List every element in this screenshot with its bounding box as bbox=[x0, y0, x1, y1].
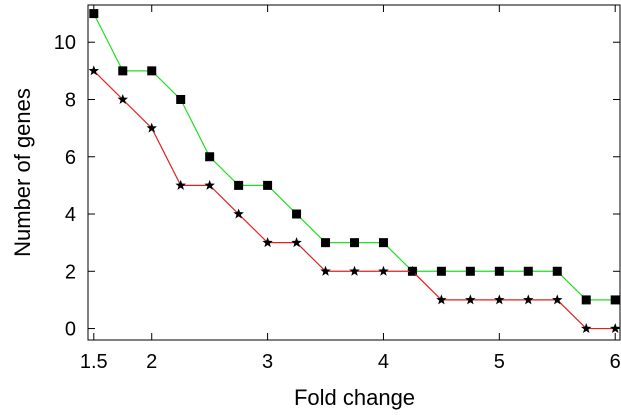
data-point-square bbox=[610, 295, 620, 305]
series-line-2 bbox=[93, 70, 616, 330]
series-line-1 bbox=[93, 13, 616, 301]
data-point-star bbox=[175, 179, 186, 190]
data-point-star bbox=[320, 265, 331, 276]
data-point-star bbox=[146, 122, 157, 133]
data-point-square bbox=[465, 266, 475, 276]
plot-frame bbox=[87, 4, 621, 341]
data-point-square bbox=[494, 266, 504, 276]
y-tick-label: 2 bbox=[65, 261, 76, 283]
x-tick-label: 4 bbox=[378, 351, 389, 373]
data-point-square bbox=[118, 66, 128, 76]
data-point-star bbox=[233, 208, 244, 219]
x-tick-label: 2 bbox=[146, 351, 157, 373]
x-tick-label: 5 bbox=[494, 351, 505, 373]
data-point-star bbox=[465, 294, 476, 305]
data-point-star bbox=[349, 265, 360, 276]
data-point-star bbox=[262, 237, 273, 248]
x-tick-label: 3 bbox=[262, 351, 273, 373]
data-point-star bbox=[407, 265, 418, 276]
data-point-square bbox=[523, 266, 533, 276]
data-point-square bbox=[263, 180, 273, 190]
y-tick-label: 6 bbox=[65, 147, 76, 169]
data-point-square bbox=[205, 152, 215, 162]
data-point-square bbox=[292, 209, 302, 219]
data-point-star bbox=[523, 294, 534, 305]
data-point-star bbox=[552, 294, 563, 305]
y-tick-label: 10 bbox=[54, 32, 76, 54]
x-axis-label: Fold change bbox=[294, 385, 415, 410]
data-point-square bbox=[378, 238, 388, 248]
data-point-star bbox=[88, 65, 100, 76]
data-point-square bbox=[234, 180, 244, 190]
x-tick-label: 6 bbox=[610, 351, 621, 373]
data-point-star bbox=[581, 323, 592, 333]
data-point-star bbox=[117, 93, 128, 104]
data-point-square bbox=[176, 94, 186, 104]
y-tick-label: 8 bbox=[65, 89, 76, 111]
data-point-star bbox=[436, 294, 447, 305]
data-point-square bbox=[147, 66, 157, 76]
data-point-square bbox=[350, 238, 359, 248]
data-point-star bbox=[494, 294, 505, 305]
y-axis-label: Number of genes bbox=[10, 88, 35, 257]
data-point-square bbox=[321, 238, 331, 248]
data-point-square bbox=[552, 266, 562, 276]
y-tick-label: 0 bbox=[65, 319, 76, 341]
y-tick-label: 4 bbox=[65, 204, 76, 226]
data-point-square bbox=[581, 295, 591, 305]
data-point-star bbox=[609, 323, 621, 333]
x-tick-label: 1.5 bbox=[80, 351, 108, 373]
data-point-star bbox=[204, 179, 215, 190]
data-point-star bbox=[291, 237, 302, 248]
data-point-square bbox=[89, 9, 99, 19]
data-point-star bbox=[378, 265, 389, 276]
data-point-square bbox=[436, 266, 446, 276]
